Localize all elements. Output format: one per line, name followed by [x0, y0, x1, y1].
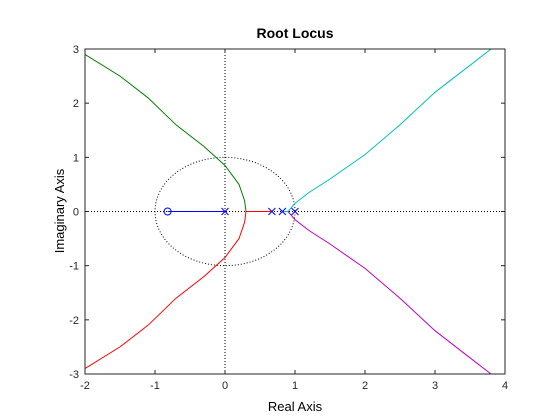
- y-tick-label-3: 0: [73, 207, 79, 219]
- locus-branch-5: [287, 48, 492, 212]
- x-tick-label-5: 3: [432, 380, 438, 392]
- x-tick-label-3: 1: [292, 380, 298, 392]
- x-tick-label-4: 2: [362, 380, 368, 392]
- zero-marker-0: [163, 207, 172, 216]
- y-axis-label: Imaginary Axis: [52, 168, 67, 253]
- pole-marker-1: [268, 207, 276, 216]
- y-tick-label-6: 3: [73, 44, 79, 56]
- pole-marker-3: [291, 207, 299, 216]
- x-tick-label-2: 0: [222, 380, 228, 392]
- y-tick-label-2: -1: [69, 261, 79, 273]
- x-axis-label: Real Axis: [268, 399, 323, 414]
- series-layer: [84, 48, 492, 375]
- x-tick-label-1: -1: [150, 380, 160, 392]
- chart-title: Root Locus: [257, 25, 334, 41]
- y-tick-label-5: 2: [73, 98, 79, 110]
- x-tick-label-0: -2: [80, 380, 90, 392]
- markers: [163, 207, 299, 216]
- pole-marker-0: [221, 207, 229, 216]
- locus-branch-3: [84, 211, 247, 370]
- x-tick-label-6: 4: [502, 380, 508, 392]
- pole-marker-2: [278, 207, 287, 216]
- locus-branch-6: [287, 211, 492, 375]
- y-tick-label-1: -2: [69, 315, 79, 327]
- y-tick-label-0: -3: [69, 369, 79, 381]
- y-tick-label-4: 1: [73, 152, 79, 164]
- locus-branch-2: [84, 53, 247, 212]
